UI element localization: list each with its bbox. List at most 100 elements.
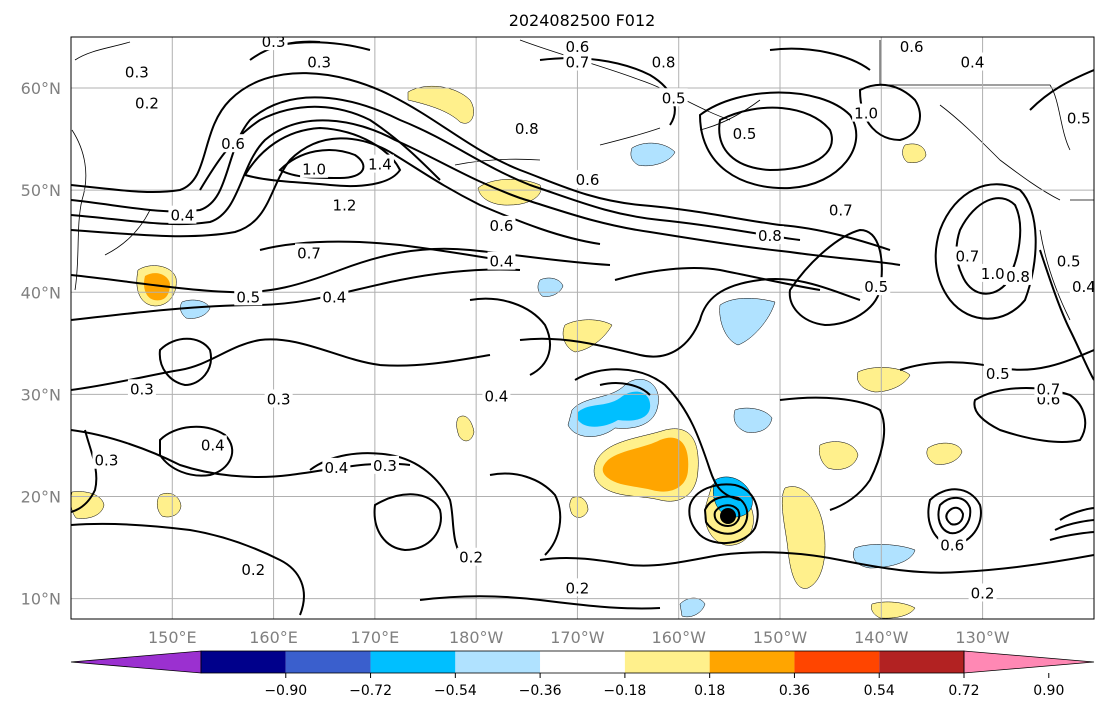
colorbar-tick-label: 0.54 [864, 683, 895, 699]
contour-label: 0.4 [322, 288, 346, 306]
contour-label-background [659, 88, 688, 107]
latitude-tick-label: 40°N [21, 283, 61, 302]
contour-label-background [295, 243, 324, 262]
colorbar-tick-label: −0.90 [264, 683, 307, 699]
contour-line [309, 452, 466, 561]
contour-label-background [322, 457, 351, 476]
positive-anomaly-patch [781, 486, 826, 589]
contour-label-background [1034, 379, 1063, 398]
contour-line [159, 425, 234, 477]
contour-label-background [1054, 251, 1083, 270]
contour-label-background [122, 62, 151, 81]
contour-label: 1.2 [333, 196, 357, 214]
colorbar-tick-label: 0.36 [779, 683, 810, 699]
contour-label: 0.5 [1057, 253, 1081, 271]
contour-label-background [563, 578, 592, 597]
storm-center-marker [720, 508, 736, 524]
contour-label-background [92, 450, 121, 469]
colorbar-extension-low [70, 650, 202, 674]
contour-label: 0.6 [940, 536, 964, 554]
contour-line [1054, 519, 1094, 531]
contour-line [688, 483, 759, 545]
colorbar-segment [285, 651, 371, 673]
contour-label: 1.0 [854, 105, 878, 123]
contour-label-background [938, 535, 967, 554]
contour-label: 0.8 [1006, 268, 1030, 286]
positive-anomaly-patch [157, 492, 182, 518]
contour-label-background [978, 263, 1007, 282]
contour-label-background [219, 134, 248, 153]
contour-label: 0.2 [971, 584, 995, 602]
longitude-tick-label: 150°E [148, 628, 197, 647]
contour-label: 0.3 [262, 33, 286, 51]
latitude-axis: 60°N 50°N 40°N 30°N 20°N 10°N [21, 79, 61, 609]
latitude-tick-label: 60°N [21, 79, 61, 98]
contour-label-background [563, 52, 592, 71]
map-title: 2024082500 F012 [509, 11, 656, 30]
contour-line [599, 382, 651, 396]
contour-label: 0.2 [459, 549, 483, 567]
contour-line [539, 551, 1094, 574]
colorbar-segment [201, 651, 286, 673]
longitude-tick-label: 130°W [955, 628, 1010, 647]
colorbar-tick-label: 0.18 [694, 683, 725, 699]
longitude-tick-label: 170°E [351, 628, 400, 647]
contour-label-background [305, 52, 334, 71]
contour-label: 0.5 [986, 365, 1010, 383]
contour-label: 0.3 [373, 457, 397, 475]
plot-frame [70, 36, 1095, 620]
colorbar-segment [709, 651, 795, 673]
contour-label: 0.4 [490, 253, 514, 271]
contour-label-background [563, 37, 592, 56]
contour-line [779, 396, 886, 511]
contour-line [71, 119, 901, 266]
contour-label: 0.4 [201, 436, 225, 454]
positive-anomaly-patch [819, 441, 859, 470]
contour-label-background [512, 118, 541, 137]
colorbar-tick-label: −0.54 [434, 683, 477, 699]
colorbar: −0.90 −0.72 −0.54 −0.36 −0.18 0.18 0.36 0.54 0.7… [70, 650, 1095, 699]
contour-label: 0.7 [829, 202, 853, 220]
colorbar-tick-label: −0.72 [349, 683, 392, 699]
contour-label-background [198, 435, 227, 454]
contour-label-background [826, 200, 855, 219]
contour-label-background [730, 124, 759, 142]
contour-line [71, 429, 411, 478]
contour-label-background [264, 389, 293, 408]
latitude-tick-label: 50°N [21, 181, 61, 200]
longitude-tick-label: 160°E [249, 628, 298, 647]
contour-lines [71, 40, 1094, 616]
latitude-tick-label: 20°N [21, 487, 61, 506]
contour-label: 0.8 [515, 120, 539, 138]
contour-label-background [1064, 108, 1093, 127]
contour-label-background [127, 379, 156, 398]
contour-line [419, 595, 661, 610]
contour-label-background [958, 52, 987, 71]
contour-label-background [487, 215, 516, 234]
contour-label: 0.7 [566, 54, 590, 72]
contour-label: 0.6 [576, 171, 600, 189]
contour-line [698, 91, 858, 190]
contour-label-background [1069, 277, 1094, 296]
contour-line [1039, 249, 1094, 381]
contour-label-background [1004, 266, 1033, 285]
contour-line [519, 278, 861, 358]
negative-anomaly-patch [630, 142, 676, 167]
contour-label-background [953, 246, 982, 265]
contour-line [718, 106, 833, 172]
colorbar-tick-label: −0.36 [519, 683, 562, 699]
contour-label: 0.7 [1036, 380, 1060, 398]
contour-line [71, 96, 801, 241]
contour-label: 0.4 [170, 207, 194, 225]
contour-label: 0.3 [125, 64, 149, 82]
contour-label: 0.2 [566, 579, 590, 597]
contour-label: 0.3 [307, 54, 331, 72]
contour-label: 0.5 [236, 288, 260, 306]
colorbar-tick-label: −0.18 [603, 683, 646, 699]
contour-label: 0.5 [864, 278, 888, 296]
contour-line [1029, 69, 1094, 111]
contour-line [373, 493, 442, 552]
contour-line [489, 472, 562, 556]
contour-line [158, 337, 212, 387]
contour-label: 0.5 [733, 125, 757, 143]
